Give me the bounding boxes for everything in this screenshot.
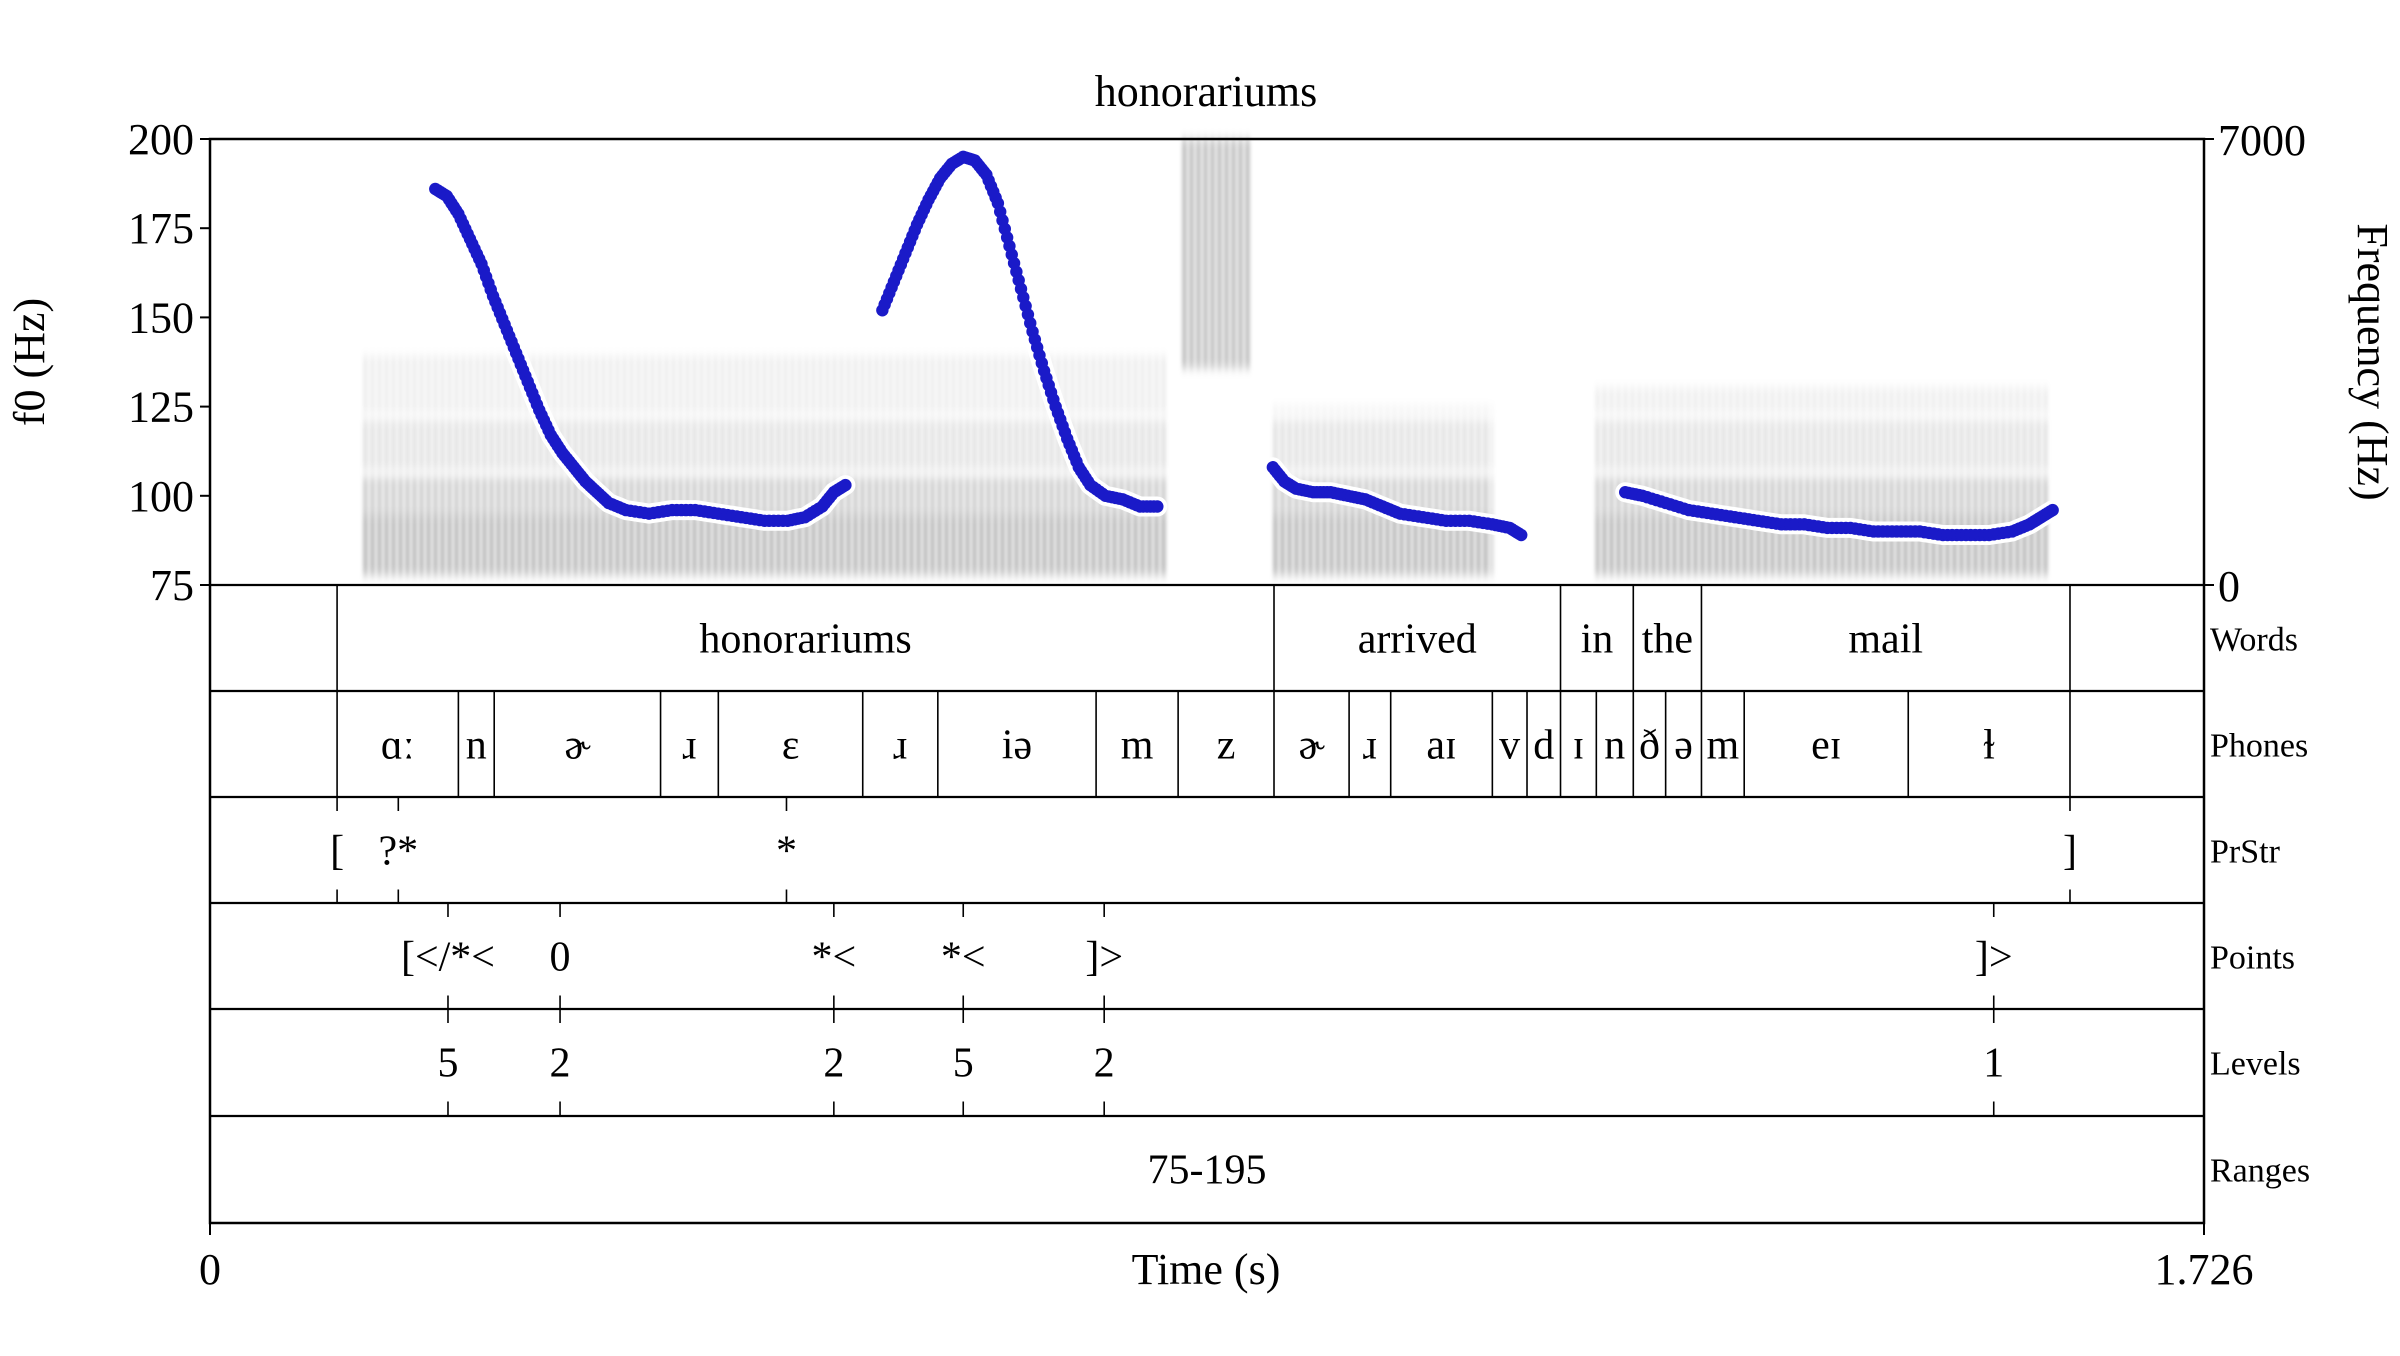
spectrogram-band-1	[360, 476, 1169, 515]
tier-point-label: 0	[550, 934, 571, 980]
tier-interval-label: ə	[1674, 722, 1693, 768]
tier-interval-label: ɑː	[381, 722, 415, 768]
tier-name-ranges: Ranges	[2210, 1152, 2310, 1189]
f0-tick-label: 200	[128, 115, 194, 164]
tier-interval-label: the	[1642, 616, 1693, 662]
f0-axis-label: f0 (Hz)	[5, 298, 54, 426]
freq-tick-min: 0	[2218, 562, 2240, 611]
x-axis-label: Time (s)	[1132, 1245, 1281, 1294]
tier-point-label: *<	[812, 934, 857, 980]
tier-interval-label: ɹ	[1363, 722, 1377, 768]
tier-interval-label: ɪ	[1573, 722, 1585, 768]
tier-point-label: 5	[437, 1040, 458, 1086]
f0-point	[1515, 528, 1528, 542]
tier-interval-label: 75-195	[1148, 1147, 1267, 1193]
tier-interval-label: ɹ	[893, 722, 907, 768]
tier-interval-label: v	[1499, 722, 1520, 768]
chart-title: honorariums	[1095, 67, 1317, 116]
tier-interval-label: d	[1533, 722, 1554, 768]
tier-name-phones: Phones	[2210, 727, 2308, 764]
plot-frame	[208, 137, 2206, 1225]
spectrogram-region-3	[1596, 387, 2047, 576]
f0-tick-label: 75	[150, 561, 194, 610]
f0-point	[1151, 500, 1164, 513]
freq-tick-max: 7000	[2218, 116, 2306, 165]
tier-interval-label: ɫ	[1983, 722, 1995, 768]
f0-axis: 75 100 125 150 175 200	[128, 115, 210, 610]
f0-tick-label: 100	[128, 472, 194, 521]
tier-name-levels: Levels	[2210, 1045, 2301, 1082]
tier-point-label: *<	[941, 934, 986, 980]
tier-interval-label: m	[1121, 722, 1154, 768]
tier-point-label: 2	[1094, 1040, 1115, 1086]
tier-name-prstr: PrStr	[2210, 833, 2281, 870]
tier-interval-label: ɹ	[682, 722, 696, 768]
tier-names: Words Phones PrStr Points Levels Ranges	[2210, 621, 2310, 1189]
tier-name-points: Points	[2210, 939, 2295, 976]
tier-point-label: ]>	[1975, 934, 2013, 980]
spectrogram-band-3	[1272, 406, 1493, 413]
f0-segment-2	[1266, 461, 1528, 542]
x-tick-0: 0	[199, 1245, 221, 1294]
spectrogram-band-2	[360, 419, 1169, 471]
tier-interval-label: n	[466, 722, 487, 768]
tier-interval-label: aɪ	[1426, 722, 1456, 768]
tier-interval-label: ð	[1639, 722, 1660, 768]
tier-point-label: ]>	[1085, 934, 1123, 980]
tier-point-label: 2	[823, 1040, 844, 1086]
spectrogram-noise	[1180, 139, 1250, 369]
tier-point-label: [	[330, 828, 344, 874]
f0-tick-label: 150	[128, 293, 194, 342]
tier-point-label: 1	[1983, 1040, 2004, 1086]
f0-point	[839, 478, 852, 492]
tier-name-words: Words	[2210, 621, 2298, 658]
spectrogram-region-1	[1180, 139, 1250, 369]
tier-point-label: [</*<	[401, 934, 495, 980]
tier-point-label: ]	[2063, 828, 2077, 874]
tier-interval-label: iə	[1002, 722, 1032, 768]
tier-interval-label: arrived	[1358, 616, 1477, 662]
f0-segment-1	[876, 150, 1164, 513]
tier-interval-label: ɛ	[782, 722, 800, 768]
f0-tick-label: 125	[128, 383, 194, 432]
spectrogram-band-2	[1596, 419, 2047, 471]
f0-halo	[425, 179, 856, 531]
f0-track	[425, 146, 2063, 545]
spectrogram-band-2	[1272, 419, 1493, 471]
tier-interval-label: z	[1217, 722, 1236, 768]
tier-interval-label: honorariums	[699, 616, 911, 662]
tier-point-label: 5	[953, 1040, 974, 1086]
f0-tick-label: 175	[128, 204, 194, 253]
tier-separators	[210, 583, 2204, 1118]
spectrogram-band-3	[1596, 387, 2047, 413]
tier-point-label: 2	[550, 1040, 571, 1086]
freq-axis-label: Frequency (Hz)	[2348, 223, 2397, 500]
f0-segment-0	[429, 182, 852, 527]
tier-interval-label: m	[1706, 722, 1739, 768]
tier-interval-label: ɚ	[564, 722, 591, 768]
x-tick-end: 1.726	[2155, 1245, 2254, 1294]
tier-interval-label: ɚ	[1298, 722, 1325, 768]
tier-interval-label: eɪ	[1811, 722, 1841, 768]
tier-point-label: *	[776, 828, 797, 874]
tier-interval-label: mail	[1848, 616, 1923, 662]
tier-boundaries	[336, 585, 2071, 1116]
tier-interval-label: n	[1604, 722, 1625, 768]
tier-point-label: ?*	[378, 828, 418, 874]
tier-interval-label: in	[1581, 616, 1614, 662]
f0-point	[2046, 503, 2059, 517]
f0-segment-3	[1619, 486, 2059, 542]
